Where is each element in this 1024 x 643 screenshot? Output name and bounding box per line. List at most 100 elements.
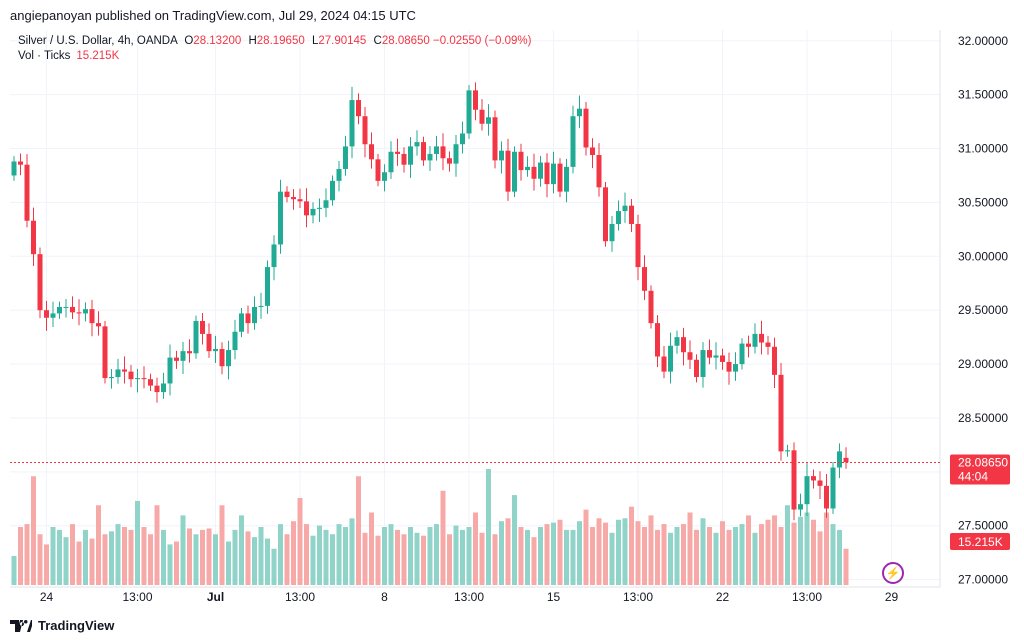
volume-bar	[622, 518, 628, 585]
candle-body	[44, 310, 49, 318]
candle-body	[148, 379, 153, 386]
candle-body	[603, 187, 608, 242]
volume-bar	[499, 521, 504, 585]
tradingview-logo[interactable]: TradingView	[10, 618, 114, 633]
open-label: O	[184, 35, 194, 47]
volume-bar	[830, 524, 836, 585]
volume-bar	[167, 544, 173, 585]
x-tick-label: 13:00	[792, 590, 822, 604]
candle-body	[460, 133, 465, 145]
x-tick-label: 13:00	[623, 590, 653, 604]
candle-body	[720, 355, 725, 362]
volume-label[interactable]: Vol · Ticks	[18, 50, 71, 62]
volume-bar	[538, 527, 543, 585]
candle-body	[245, 313, 251, 324]
volume-bar	[837, 529, 842, 585]
volume-bar	[778, 527, 784, 585]
volume-bar	[395, 529, 400, 585]
candle-body	[700, 350, 706, 378]
candle-body	[382, 172, 387, 181]
candle-body	[128, 371, 134, 380]
volume-bar	[453, 525, 459, 585]
volume-value: 15.215K	[76, 50, 120, 62]
volume-bar	[11, 556, 17, 585]
lightning-icon[interactable]: ⚡	[882, 562, 904, 584]
volume-bar	[427, 527, 433, 585]
volume-bar	[564, 529, 569, 585]
volume-bar	[473, 512, 478, 585]
volume-bar	[414, 532, 420, 585]
candle-body	[596, 155, 602, 188]
chart-legend: Silver / U.S. Dollar, 4h, OANDA O28.1320…	[18, 34, 531, 64]
candle-body	[739, 343, 745, 365]
volume-bar	[713, 532, 719, 585]
candle-body	[96, 323, 101, 327]
volume-bar	[512, 495, 517, 585]
volume-bar	[102, 534, 108, 585]
volume-bar	[505, 518, 511, 585]
candle-body	[564, 166, 569, 192]
candle-body	[187, 351, 192, 354]
x-tick-label: 15	[547, 590, 561, 604]
candle-body	[772, 346, 777, 375]
candle-body	[505, 150, 511, 192]
volume-bar	[362, 532, 368, 585]
volume-bar	[115, 524, 121, 585]
volume-bar	[388, 524, 394, 585]
volume-bar	[531, 537, 537, 585]
volume-bar	[284, 534, 290, 585]
candle-body	[375, 159, 381, 181]
volume-row: Vol · Ticks 15.215K	[18, 49, 531, 64]
candle-body	[408, 146, 413, 165]
candle-body	[252, 306, 257, 324]
candle-body	[453, 144, 459, 164]
candle-body	[707, 350, 712, 358]
low-label: L	[311, 35, 319, 47]
candle-body	[265, 267, 270, 306]
candle-body	[824, 485, 829, 509]
y-axis: 32.00000 31.50000 31.00000 30.50000 30.00000…	[958, 34, 1008, 587]
candle-body	[356, 100, 361, 117]
last-price-tag	[950, 454, 1010, 485]
ohlc-row: Silver / U.S. Dollar, 4h, OANDA O28.1320…	[18, 34, 531, 49]
volume-bar	[486, 469, 491, 585]
candle-body	[206, 333, 212, 352]
candle-body	[655, 323, 660, 357]
volume-bar	[200, 529, 205, 585]
volume-bars	[11, 469, 849, 585]
candle-body	[109, 377, 114, 379]
volume-bar	[811, 519, 816, 585]
volume-bar	[297, 498, 303, 585]
volume-bar	[258, 527, 264, 585]
candle-body	[492, 117, 498, 161]
volume-bar	[661, 524, 667, 585]
volume-bar	[96, 505, 101, 585]
candle-body	[609, 223, 615, 242]
y-tick-label: 28.50000	[958, 411, 1008, 425]
candle-body	[551, 163, 556, 185]
y-tick-label: 30.50000	[958, 195, 1008, 209]
volume-bar	[336, 524, 342, 585]
volume-bar	[317, 525, 322, 585]
y-tick-label: 29.50000	[958, 303, 1008, 317]
volume-bar	[206, 528, 212, 585]
change-value: −0.02550 (−0.09%)	[433, 35, 532, 47]
volume-bar	[239, 515, 244, 585]
volume-bar	[460, 529, 465, 585]
candle-body	[746, 343, 751, 347]
y-tick-label: 29.00000	[958, 357, 1008, 371]
volume-bar	[590, 527, 595, 585]
symbol-name[interactable]: Silver / U.S. Dollar, 4h, OANDA	[18, 35, 178, 47]
volume-bar	[83, 529, 88, 585]
candle-body	[733, 364, 738, 372]
candle-body	[271, 244, 277, 268]
candle-body	[297, 199, 303, 202]
candle-body	[427, 153, 433, 161]
volume-bar	[674, 527, 680, 585]
volume-bar	[583, 509, 589, 585]
candle-body	[785, 450, 790, 452]
candle-body	[752, 333, 758, 347]
volume-bar	[291, 521, 296, 585]
candle-body	[414, 142, 420, 147]
